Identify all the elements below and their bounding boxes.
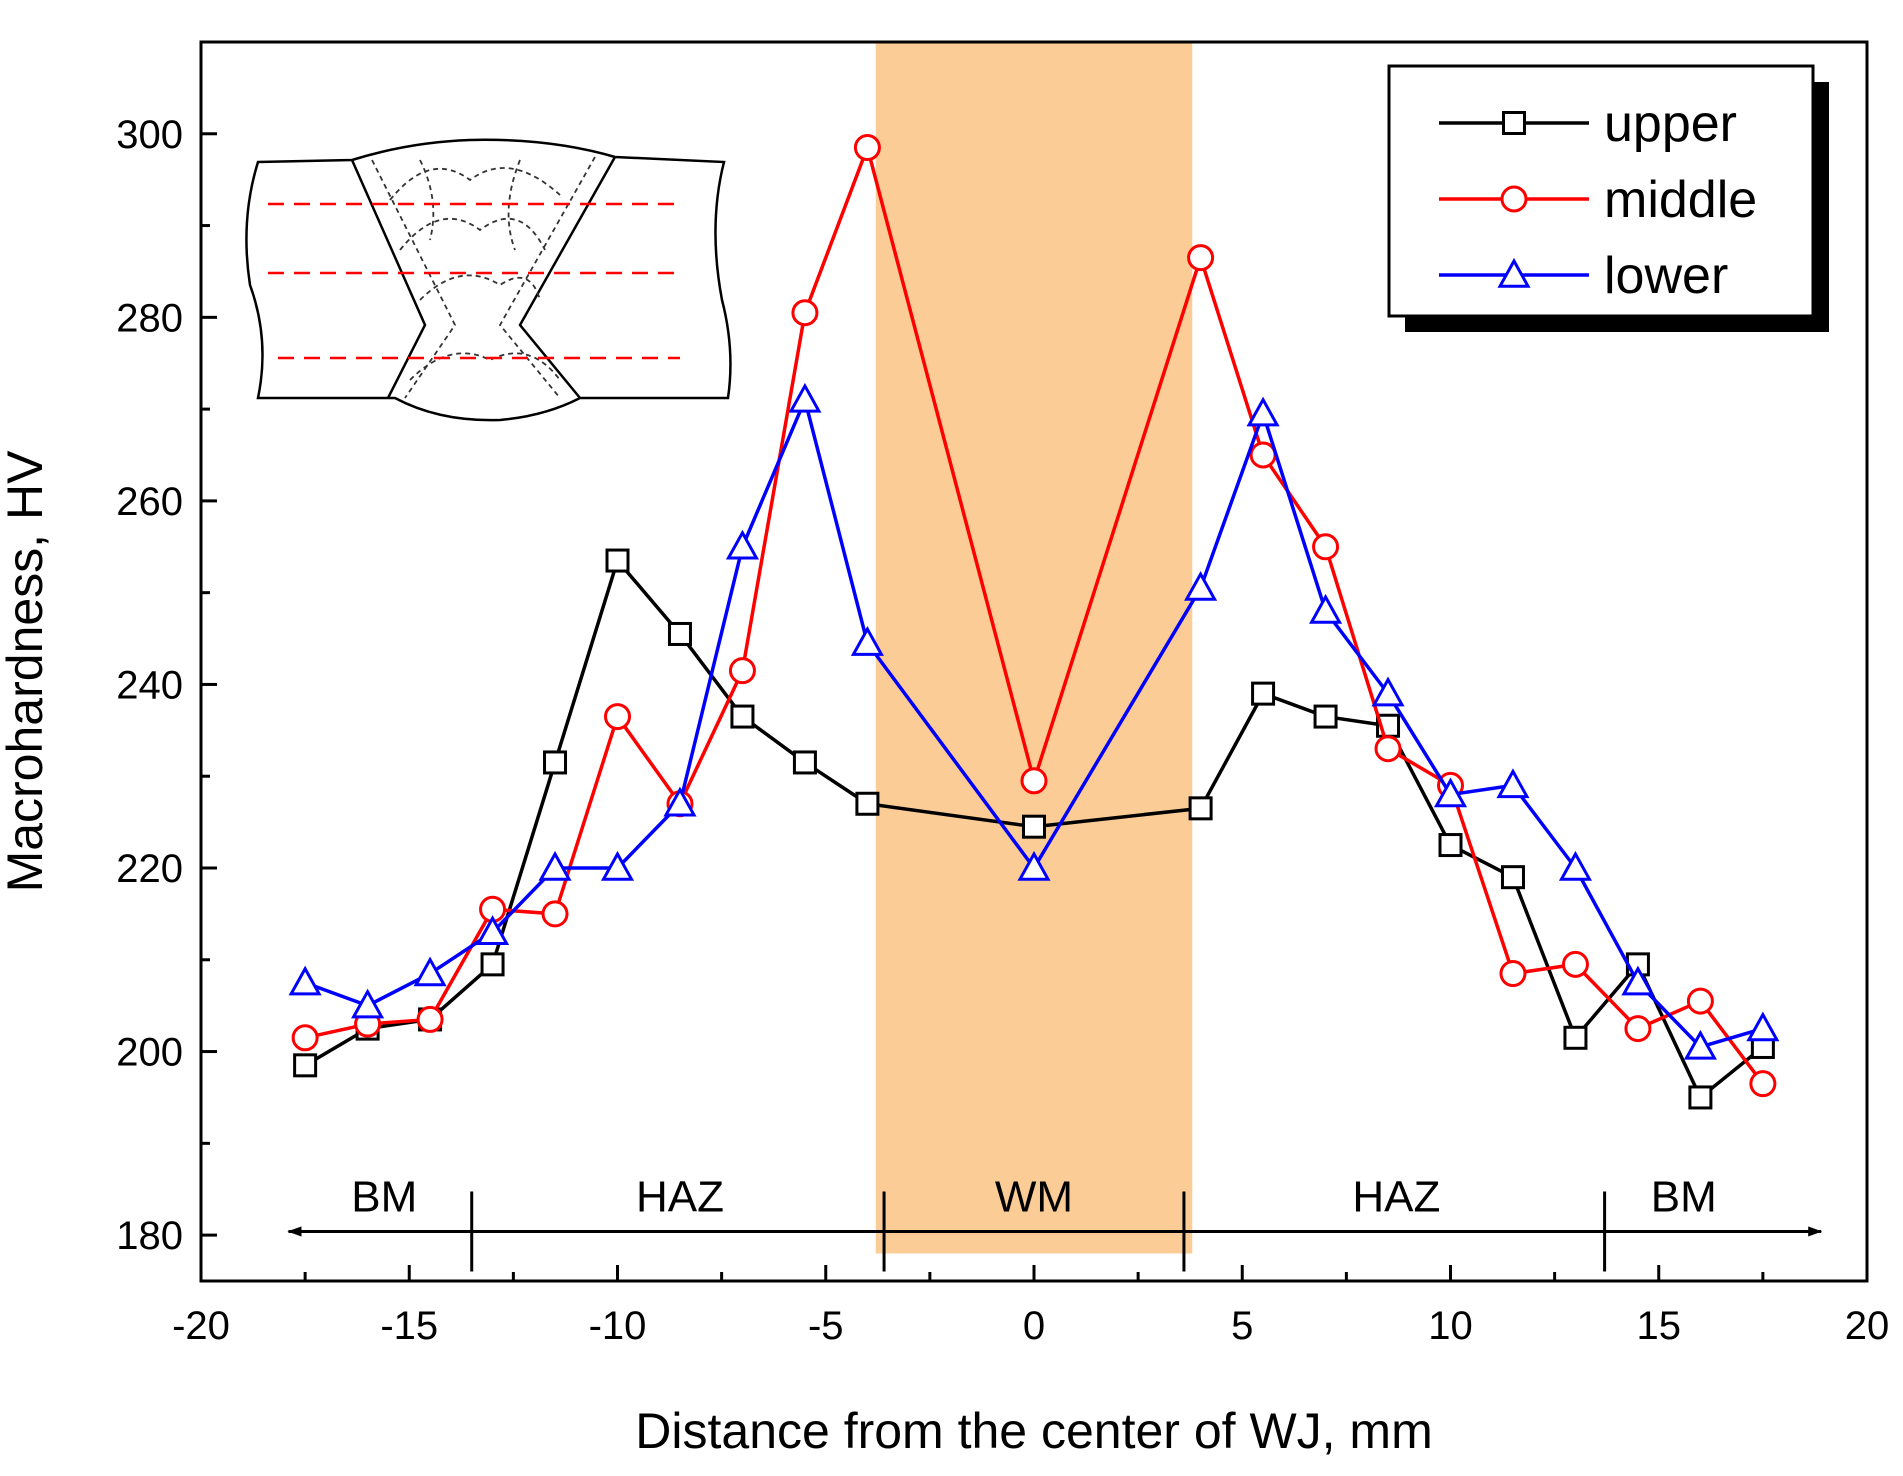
data-point-lower (413, 956, 447, 987)
x-tick-label: 0 (1023, 1304, 1045, 1348)
data-point-upper (605, 548, 630, 573)
data-point-lower (1433, 777, 1468, 808)
data-point-lower (1746, 1011, 1780, 1042)
zone-label: BM (1651, 1172, 1717, 1221)
data-point-lower (1558, 850, 1592, 881)
x-tick-label: -20 (172, 1304, 230, 1348)
series-lower (288, 382, 1780, 1060)
data-point-lower (1371, 676, 1405, 707)
data-point-upper (792, 750, 817, 775)
zone-label: WM (995, 1172, 1073, 1221)
y-tick-label: 200 (116, 1031, 183, 1075)
y-tick-label: 260 (116, 480, 183, 524)
data-point-middle (541, 900, 569, 928)
y-tick-label: 240 (116, 663, 183, 707)
data-point-lower (351, 988, 385, 1019)
y-axis-title: Macrohardness, HV (0, 450, 53, 892)
zone-label: HAZ (1352, 1172, 1440, 1221)
data-point-upper (1188, 796, 1213, 821)
legend-label-upper: upper (1604, 95, 1737, 153)
data-point-middle (728, 657, 756, 685)
x-tick-label: -5 (808, 1304, 844, 1348)
legend-item-middle: middle (1439, 171, 1757, 229)
data-point-upper (855, 791, 880, 816)
data-point-middle (1374, 735, 1402, 763)
data-point-middle (1499, 960, 1527, 988)
series-upper (293, 548, 1775, 1110)
data-point-lower (663, 786, 697, 817)
data-point-upper (1251, 681, 1276, 706)
data-point-upper (1022, 814, 1046, 839)
data-point-lower (1246, 396, 1280, 427)
data-point-middle (1561, 950, 1589, 978)
data-point-middle (416, 1005, 444, 1033)
weld-joint-sketch (245, 138, 732, 422)
data-point-middle (1187, 244, 1215, 272)
data-point-lower (1621, 965, 1655, 996)
x-tick-label: 5 (1231, 1304, 1253, 1348)
x-axis-title: Distance from the center of WJ, mm (635, 1403, 1432, 1459)
data-point-lower (600, 850, 635, 881)
data-point-middle (1749, 1070, 1777, 1098)
x-tick-label: 15 (1637, 1304, 1682, 1348)
data-point-lower (850, 626, 884, 656)
data-point-lower (476, 915, 510, 945)
weld-metal-band (875, 42, 1193, 1254)
x-tick-label: 10 (1428, 1304, 1473, 1348)
zone-label: BM (351, 1172, 417, 1221)
legend-circle-marker (1500, 185, 1528, 213)
zone-label: HAZ (636, 1172, 724, 1221)
legend-item-lower: lower (1439, 247, 1728, 305)
x-tick-label: -15 (380, 1304, 438, 1348)
data-point-lower (788, 382, 822, 413)
data-point-middle (853, 134, 881, 162)
data-point-middle (1020, 767, 1048, 795)
data-point-middle (1686, 987, 1714, 1015)
data-point-lower (1017, 850, 1051, 881)
x-tick-label: -10 (589, 1304, 647, 1348)
x-tick-label: 20 (1845, 1304, 1890, 1348)
y-tick-label: 300 (116, 113, 183, 157)
y-tick-label: 180 (116, 1214, 183, 1258)
zones-annotation: BM HAZ WM HAZ BM (287, 1172, 1823, 1272)
legend-label-middle: middle (1604, 171, 1757, 229)
legend-triangle-marker (1497, 257, 1531, 288)
data-point-upper (1438, 833, 1463, 858)
legend-label-lower: lower (1604, 247, 1728, 305)
axis-ticks: -20 -15 -10 -5 0 5 10 15 20 180 200 220 240 260 280 300 (116, 40, 1890, 1348)
legend: upper middle lower (1387, 64, 1829, 332)
data-point-lower (725, 529, 759, 560)
data-point-lower (288, 965, 322, 996)
data-point-upper (1313, 704, 1338, 729)
data-point-upper (667, 621, 692, 646)
data-point-middle (291, 1024, 319, 1052)
data-point-upper (730, 704, 755, 729)
data-point-upper (543, 750, 568, 775)
y-tick-label: 220 (116, 847, 183, 891)
data-point-middle (1624, 1015, 1652, 1043)
data-point-upper (1563, 1025, 1588, 1050)
legend-square-marker (1502, 111, 1526, 135)
legend-item-upper: upper (1439, 95, 1737, 153)
data-point-lower (1184, 570, 1218, 601)
data-point-lower (1683, 1029, 1717, 1060)
data-point-upper (1688, 1085, 1713, 1110)
data-point-middle (1249, 441, 1277, 469)
data-point-lower (1496, 768, 1530, 799)
data-point-lower (538, 850, 572, 881)
data-series (288, 134, 1780, 1110)
data-point-middle (791, 299, 819, 327)
data-point-middle (1312, 533, 1340, 561)
data-point-upper (293, 1053, 318, 1078)
y-tick-label: 280 (116, 296, 183, 340)
data-point-upper (480, 952, 505, 977)
data-point-upper (1500, 865, 1525, 890)
data-point-middle (604, 703, 631, 731)
data-point-lower (1309, 593, 1343, 624)
